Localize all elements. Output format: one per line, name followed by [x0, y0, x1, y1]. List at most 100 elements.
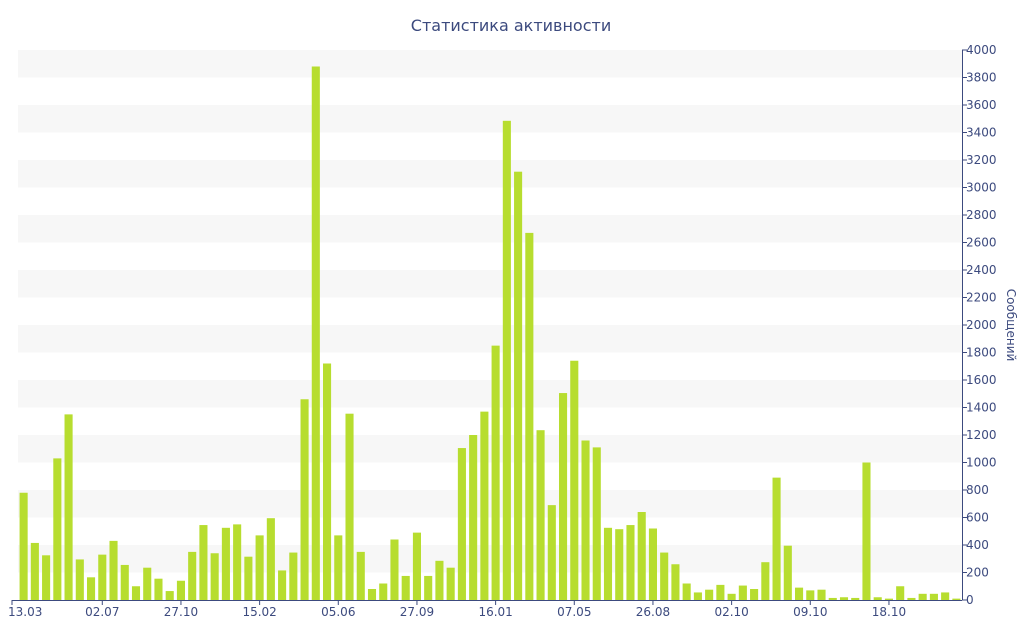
bar[interactable] — [356, 551, 365, 601]
grid-band — [18, 325, 962, 353]
y-tick-label: 0 — [966, 593, 974, 607]
bar[interactable] — [446, 567, 455, 600]
bar[interactable] — [311, 66, 320, 601]
x-tick-label: 18.10 — [872, 605, 906, 619]
bar[interactable] — [491, 345, 500, 601]
y-tick-label: 1200 — [966, 428, 997, 442]
bar[interactable] — [536, 430, 545, 600]
x-tick-label: 26.08 — [636, 605, 670, 619]
bar[interactable] — [952, 598, 961, 601]
bar[interactable] — [424, 575, 433, 600]
bar[interactable] — [705, 589, 714, 600]
bar[interactable] — [289, 552, 298, 600]
bar[interactable] — [738, 585, 747, 600]
bar[interactable] — [615, 529, 624, 600]
bar[interactable] — [581, 440, 590, 601]
bar[interactable] — [390, 539, 399, 601]
bar[interactable] — [559, 393, 568, 600]
bar[interactable] — [379, 583, 388, 601]
x-tick-label: 09.10 — [793, 605, 827, 619]
bar[interactable] — [502, 120, 511, 600]
bar[interactable] — [828, 597, 837, 600]
axes: 0 200 400 600 800 1000 1200 1400 1600 1800 2000 220… — [8, 43, 997, 619]
bar[interactable] — [727, 593, 736, 600]
y-tick-label: 3400 — [966, 126, 997, 140]
bar[interactable] — [795, 587, 804, 601]
bar[interactable] — [255, 535, 264, 601]
bar[interactable] — [839, 597, 849, 600]
bar[interactable] — [648, 528, 657, 601]
bar[interactable] — [75, 559, 84, 600]
bar[interactable] — [165, 591, 174, 600]
bar[interactable] — [660, 552, 669, 600]
bar[interactable] — [750, 589, 759, 600]
bar[interactable] — [626, 525, 635, 600]
y-axis-label: Сообщений — [1004, 289, 1018, 362]
bar[interactable] — [884, 598, 893, 601]
bar[interactable] — [469, 435, 478, 600]
bar[interactable] — [525, 232, 534, 601]
bar[interactable] — [323, 363, 332, 601]
bar[interactable] — [817, 589, 826, 600]
bar[interactable] — [918, 593, 927, 600]
bar[interactable] — [671, 564, 680, 600]
bar[interactable] — [210, 553, 219, 600]
bar[interactable] — [873, 597, 882, 600]
bar[interactable] — [334, 535, 343, 601]
bar[interactable] — [772, 477, 781, 601]
y-tick-label: 2400 — [966, 263, 997, 277]
bar[interactable] — [300, 399, 309, 600]
bar[interactable] — [42, 555, 51, 600]
bar[interactable] — [131, 586, 141, 600]
bar[interactable] — [457, 448, 466, 600]
bar[interactable] — [941, 592, 950, 600]
bar[interactable] — [806, 590, 815, 601]
bar[interactable] — [851, 597, 860, 600]
bar[interactable] — [783, 545, 792, 600]
bar[interactable] — [693, 592, 702, 600]
bar[interactable] — [176, 580, 185, 600]
bar[interactable] — [761, 562, 770, 600]
bar[interactable] — [592, 447, 601, 601]
bar[interactable] — [53, 458, 62, 601]
bar[interactable] — [221, 527, 230, 600]
x-tick-label: 05.06 — [321, 605, 355, 619]
bar[interactable] — [233, 524, 242, 601]
bar[interactable] — [143, 567, 152, 600]
bar[interactable] — [188, 551, 197, 601]
bar[interactable] — [367, 589, 377, 600]
bar[interactable] — [345, 413, 354, 600]
bars — [19, 66, 961, 601]
y-tick-label: 2000 — [966, 318, 997, 332]
x-tick-label: 27.10 — [164, 605, 198, 619]
bar[interactable] — [570, 360, 579, 600]
x-tick-label: 02.07 — [85, 605, 119, 619]
bar[interactable] — [435, 560, 444, 600]
bar[interactable] — [412, 532, 421, 601]
bar[interactable] — [109, 540, 118, 601]
bar[interactable] — [87, 577, 96, 600]
bar[interactable] — [98, 554, 107, 601]
bar[interactable] — [929, 593, 938, 600]
bar[interactable] — [64, 414, 73, 601]
bar[interactable] — [716, 584, 725, 601]
bar[interactable] — [682, 583, 691, 601]
bar[interactable] — [278, 570, 287, 600]
bar[interactable] — [120, 564, 129, 600]
grid-bands — [18, 50, 962, 573]
bar[interactable] — [266, 518, 275, 600]
bar[interactable] — [244, 556, 253, 600]
bar[interactable] — [896, 586, 905, 600]
bar[interactable] — [30, 542, 39, 600]
bar[interactable] — [480, 411, 489, 601]
bar[interactable] — [154, 578, 163, 600]
bar[interactable] — [514, 171, 523, 600]
bar[interactable] — [19, 492, 28, 600]
bar[interactable] — [199, 525, 208, 600]
bar[interactable] — [862, 462, 871, 601]
bar[interactable] — [637, 512, 646, 600]
bar[interactable] — [401, 575, 410, 600]
bar[interactable] — [603, 527, 613, 600]
bar[interactable] — [907, 597, 916, 600]
bar[interactable] — [547, 505, 556, 601]
